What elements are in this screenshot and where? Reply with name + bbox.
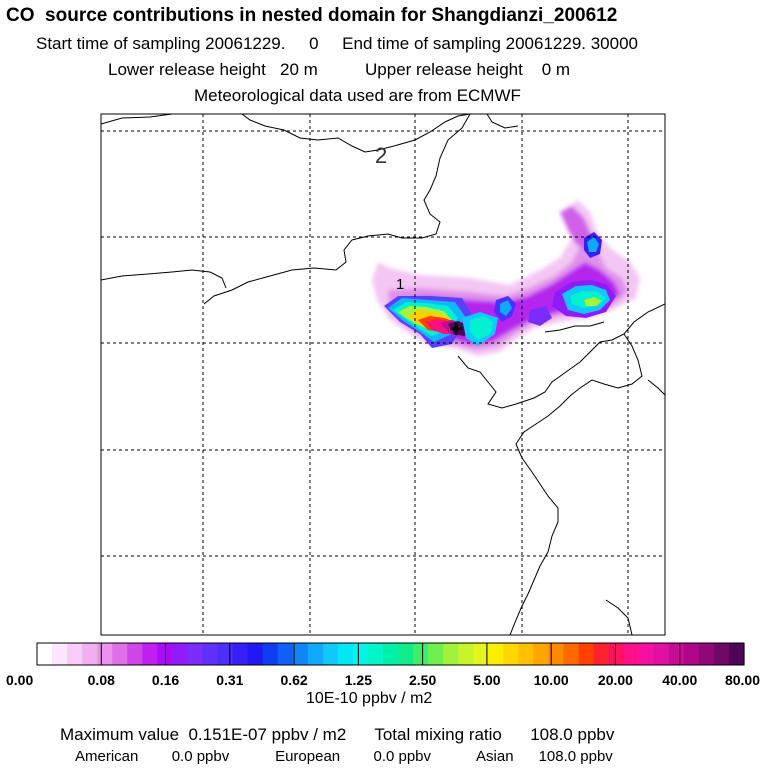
sampling-time-line: Start time of sampling 20061229. 0 End t…	[36, 34, 638, 53]
colorbar-cell	[97, 643, 113, 665]
colorbar-tick-label: 0.16	[152, 672, 179, 688]
concentration-plume	[372, 200, 640, 356]
coastline-borders	[101, 114, 665, 635]
colorbar-cell	[322, 643, 339, 665]
colorbar-cell	[367, 643, 384, 665]
receptor-marker-icon: +	[449, 316, 463, 343]
colorbar-tick-label: 80.00	[725, 672, 760, 688]
colorbar-cell	[503, 643, 519, 665]
colorbar-tick-label: 10.00	[534, 672, 569, 688]
colorbar-tick-label: 0.31	[216, 672, 243, 688]
colorbar-tick-label: 20.00	[598, 672, 633, 688]
map-title: CO source contributions in nested domain…	[6, 5, 618, 26]
map-label-2: 2	[375, 143, 387, 168]
colorbar-cell	[698, 643, 715, 665]
met-data-line: Meteorological data used are from ECMWF	[194, 86, 521, 105]
colorbar-cell	[307, 643, 324, 665]
colorbar-cell	[638, 643, 655, 665]
colorbar-cell	[473, 643, 489, 665]
colorbar-cell	[518, 643, 534, 665]
colorbar-cell	[127, 643, 143, 665]
colorbar-cell	[413, 643, 429, 665]
colorbar-cell	[247, 643, 264, 665]
release-height-line: Lower release height 20 m Upper release …	[108, 60, 571, 79]
colorbar-cell	[142, 643, 158, 665]
colorbar-cell	[443, 643, 459, 665]
colorbar-cell	[352, 643, 369, 665]
colorbar-cell	[52, 643, 68, 665]
colorbar-cell	[277, 643, 294, 665]
colorbar-tick-label: 40.00	[662, 672, 697, 688]
colorbar-cell	[563, 643, 580, 665]
colorbar-cell	[398, 643, 414, 665]
colorbar-tick-label: 5.00	[473, 672, 500, 688]
colorbar-cell	[172, 643, 189, 665]
colorbar-cell	[292, 643, 309, 665]
regional-contributions-line: American 0.0 ppbv European 0.0 ppbv Asia…	[75, 748, 613, 765]
colorbar-cell	[623, 643, 640, 665]
colorbar-tick-label: 1.25	[345, 672, 372, 688]
colorbar-tick-label: 2.50	[409, 672, 436, 688]
colorbar-units: 10E-10 ppbv / m2	[306, 690, 433, 707]
colorbar-cell	[668, 643, 685, 665]
colorbar-cell	[428, 643, 444, 665]
colorbar-cell	[683, 643, 700, 665]
colorbar-cell	[728, 643, 745, 665]
colorbar-tick-label: 0.00	[6, 672, 33, 688]
colorbar-cell	[382, 643, 399, 665]
colorbar-cell	[202, 643, 219, 665]
colorbar-cell	[608, 643, 625, 665]
colorbar-cell	[337, 643, 354, 665]
colorbar-cell	[593, 643, 610, 665]
colorbar-cell	[578, 643, 595, 665]
colorbar-cell	[82, 643, 98, 665]
colorbar-cell	[548, 643, 565, 665]
colorbar-cell	[713, 643, 730, 665]
lat-lon-grid	[101, 114, 665, 635]
colorbar-cell	[653, 643, 670, 665]
colorbar-cell	[187, 643, 204, 665]
colorbar-tick-label: 0.08	[88, 672, 115, 688]
colorbar-tick-label: 0.62	[280, 672, 307, 688]
colorbar-cell	[217, 643, 234, 665]
max-value-line: Maximum value 0.151E-07 ppbv / m2 Total …	[60, 725, 615, 744]
colorbar-cell	[488, 643, 504, 665]
colorbar-cell	[112, 643, 128, 665]
colorbar-cell	[533, 643, 550, 665]
colorbar-cell	[37, 643, 53, 665]
map-frame	[100, 113, 666, 636]
colorbar-cell	[67, 643, 83, 665]
colorbar-cell	[232, 643, 249, 665]
colorbar-cell	[458, 643, 474, 665]
colorbar-cell	[262, 643, 279, 665]
map-label-1: 1	[396, 276, 404, 293]
